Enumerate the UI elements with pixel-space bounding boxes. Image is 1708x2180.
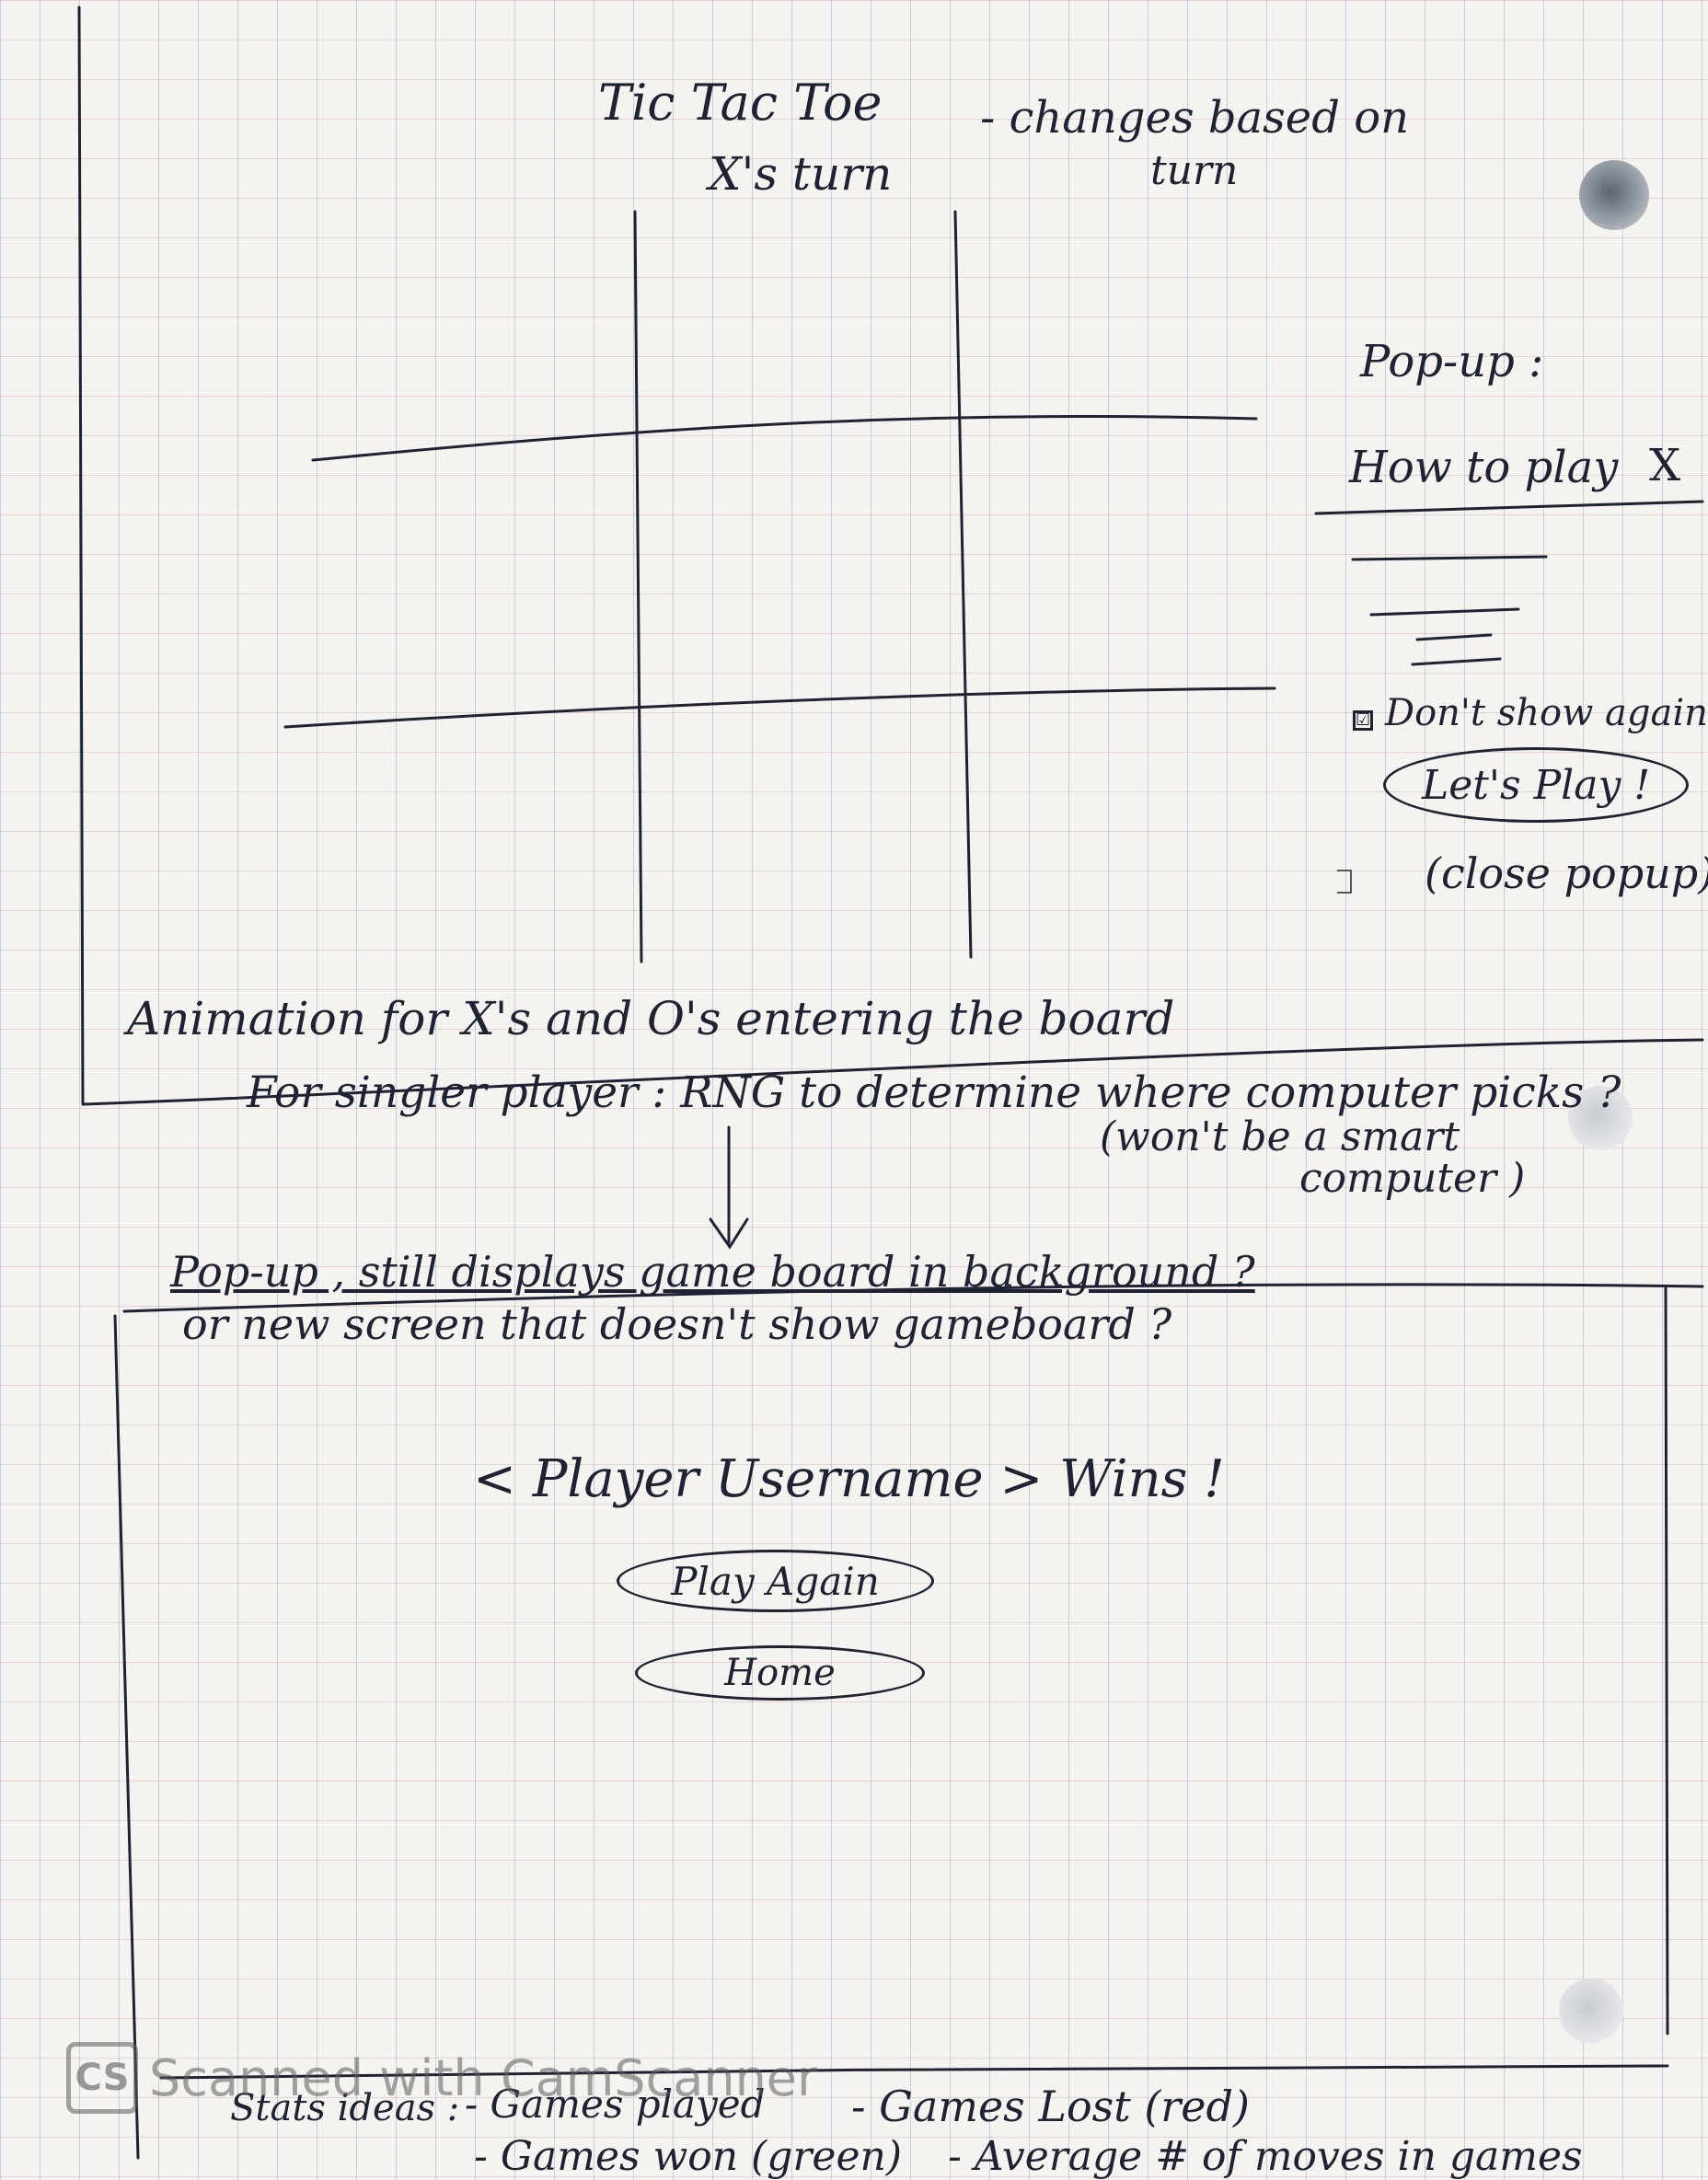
board-line-h1	[311, 414, 1258, 462]
home-button[interactable]: Home	[635, 1645, 925, 1701]
stats-item-games-played: - Games played	[465, 2082, 766, 2127]
board-line-h2	[283, 686, 1276, 729]
frame-1-bottom	[81, 1038, 1704, 1106]
play-again-label: Play Again	[671, 1558, 880, 1604]
popup-lets-play-button[interactable]: Let's Play !	[1383, 747, 1689, 823]
popup-title: How to play	[1349, 442, 1619, 493]
home-label: Home	[724, 1652, 836, 1694]
play-again-button[interactable]: Play Again	[617, 1550, 934, 1612]
frame-2-right	[1664, 1286, 1669, 2036]
binder-hole-bottom	[1559, 1978, 1623, 2043]
screen-question-note: or new screen that doesn't show gameboar…	[182, 1299, 1172, 1349]
popup-text-line-4	[1411, 657, 1502, 666]
stats-label: Stats ideas :	[230, 2087, 460, 2129]
popup-close-icon[interactable]: X	[1649, 440, 1681, 491]
turn-indicator: X's turn	[709, 147, 893, 201]
board-line-v2	[953, 210, 973, 959]
arrow-head	[709, 1217, 749, 1250]
camscanner-logo-icon: CS	[66, 2042, 138, 2114]
popup-heading: Pop-up :	[1360, 336, 1544, 387]
binder-hole-middle	[1568, 1086, 1633, 1150]
stats-item-games-lost: - Games Lost (red)	[851, 2082, 1250, 2131]
camscanner-text: Scanned with CamScanner	[149, 2048, 818, 2107]
frame-2-top	[122, 1283, 1704, 1313]
binder-hole-top	[1579, 160, 1649, 230]
popup-dont-show-label: Don't show again	[1385, 692, 1708, 734]
popup-question-note: Pop-up , still displays game board in ba…	[170, 1247, 1255, 1297]
popup-text-line-1	[1351, 555, 1548, 561]
popup-title-underline	[1314, 500, 1704, 515]
game-title: Tic Tac Toe	[598, 74, 883, 132]
stats-item-average-moves: - Average # of moves in games	[948, 2133, 1583, 2180]
camscanner-watermark: CS Scanned with CamScanner	[66, 2041, 817, 2115]
popup-text-line-3	[1415, 633, 1493, 641]
win-message: < Player Username > Wins !	[473, 1449, 1225, 1509]
stats-item-games-won: - Games won (green)	[474, 2133, 902, 2180]
popup-dont-show-checkbox[interactable]: ☑	[1353, 710, 1373, 731]
single-player-note-2: (won't be a smart	[1100, 1113, 1460, 1160]
frame-2-left	[113, 1314, 140, 2160]
single-player-note-3: computer )	[1299, 1155, 1526, 1202]
animation-note: Animation for X's and O's entering the b…	[127, 992, 1175, 1045]
single-player-note: For singler player : RNG to determine wh…	[247, 1067, 1621, 1118]
board-line-v1	[633, 210, 643, 963]
turn-annotation-2: turn	[1150, 147, 1239, 194]
popup-button-note: (close popup)	[1425, 848, 1708, 898]
turn-annotation: - changes based on	[980, 92, 1410, 144]
frame-1-left	[77, 6, 85, 1106]
popup-lets-play-label: Let's Play !	[1421, 761, 1651, 809]
popup-text-line-2	[1369, 607, 1520, 617]
frame-2-bottom	[159, 2064, 1669, 2080]
stray-checkbox-mark	[1337, 870, 1352, 894]
